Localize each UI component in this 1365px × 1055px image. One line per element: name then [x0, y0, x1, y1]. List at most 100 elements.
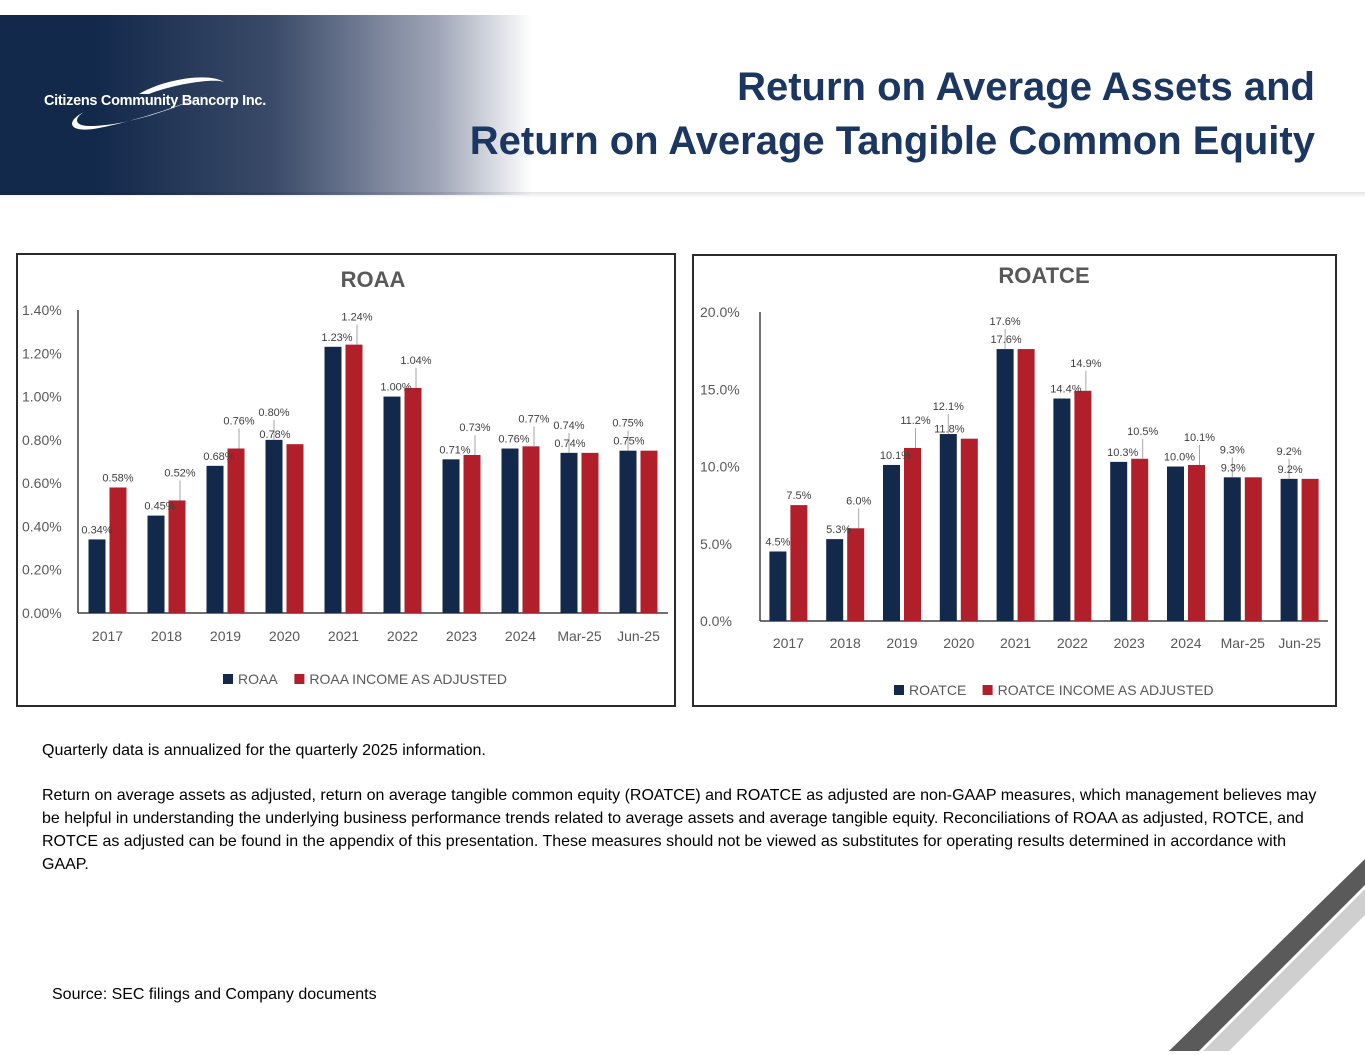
roatce-bar-roatce-income-as-adjusted [790, 505, 808, 621]
roatce-x-tick-label: 2019 [886, 635, 917, 651]
roaa-y-tick-label: 0.20% [22, 562, 62, 578]
roaa-data-label: 0.52% [164, 467, 195, 479]
roaa-x-tick-label: 2024 [505, 628, 536, 644]
roaa-data-label: 0.77% [518, 413, 549, 425]
roatce-x-tick-label: 2018 [830, 635, 861, 651]
roatce-bar-roatce [883, 464, 900, 621]
header-shadow [0, 192, 1365, 198]
roaa-data-label: 0.76% [498, 434, 529, 446]
roatce-bar-roatce [1280, 478, 1298, 621]
title-line-2: Return on Average Tangible Common Equity [469, 119, 1315, 163]
roatce-data-label: 12.1% [933, 401, 964, 413]
company-name: Citizens Community Bancorp Inc. [44, 93, 266, 109]
roatce-data-label: 11.8% [934, 424, 965, 436]
source-note: Source: SEC filings and Company document… [52, 986, 377, 1003]
roaa-bar-roaa-income-as-adjusted [227, 448, 245, 613]
corner-decoration [1165, 855, 1365, 1055]
roatce-x-tick-label: 2024 [1170, 635, 1201, 651]
roaa-data-label: 1.23% [321, 332, 352, 344]
roaa-data-label: 0.78% [259, 429, 290, 441]
roaa-x-tick-label: Jun-25 [617, 628, 660, 644]
roatce-legend-label: ROATCE INCOME AS ADJUSTED [998, 682, 1214, 698]
roaa-data-label: 0.74% [553, 420, 584, 432]
roaa-bar-roaa [442, 459, 460, 613]
roatce-data-label: 14.4% [1050, 384, 1081, 396]
roaa-data-label: 1.00% [380, 382, 411, 394]
roaa-data-label: 0.75% [613, 436, 644, 448]
roaa-x-tick-label: 2017 [92, 628, 123, 644]
roaa-bar-roaa-income-as-adjusted [168, 500, 186, 613]
roaa-y-tick-label: 0.60% [22, 475, 62, 491]
roatce-x-tick-label: Mar-25 [1221, 635, 1266, 651]
footnotes: Quarterly data is annualized for the qua… [42, 739, 1317, 898]
roatce-x-tick-label: 2017 [773, 635, 804, 651]
roaa-data-label: 0.73% [459, 422, 490, 434]
roaa-chart-title: ROAA [341, 267, 406, 292]
roatce-bar-roatce [769, 551, 787, 621]
roatce-bar-roatce [1053, 398, 1071, 621]
roaa-y-tick-label: 0.80% [22, 432, 62, 448]
roatce-data-label: 6.0% [846, 495, 871, 507]
roaa-bar-roaa-income-as-adjusted [463, 455, 481, 613]
roaa-data-label: 0.58% [102, 472, 133, 484]
roaa-data-label: 0.80% [258, 407, 289, 419]
roaa-legend-swatch [294, 674, 305, 684]
roaa-bar-roaa-income-as-adjusted [640, 450, 658, 613]
roatce-bar-roatce-income-as-adjusted [847, 528, 865, 621]
roaa-x-tick-label: 2018 [151, 628, 182, 644]
roaa-legend-label: ROAA INCOME AS ADJUSTED [309, 671, 507, 687]
roatce-x-tick-label: 2022 [1057, 635, 1088, 651]
roatce-data-label: 7.5% [786, 490, 811, 502]
roaa-bar-roaa-income-as-adjusted [522, 446, 540, 613]
roatce-bar-roatce-income-as-adjusted [1244, 477, 1262, 621]
roaa-y-tick-label: 1.00% [22, 389, 62, 405]
roaa-bar-roaa [206, 465, 224, 613]
roaa-x-tick-label: 2021 [328, 628, 359, 644]
roaa-bar-roaa [265, 439, 283, 613]
roatce-data-label: 9.3% [1221, 462, 1246, 474]
roatce-data-label: 9.2% [1278, 464, 1303, 476]
roatce-bar-roatce [1167, 466, 1184, 621]
roatce-data-label: 10.1% [1184, 432, 1215, 444]
roaa-chart-frame: ROAA 0.00% 0.20% 0.40% 0.60% 0.80% 1.00% 1.20% 1… [16, 253, 676, 707]
roatce-legend-label: ROATCE [909, 682, 966, 698]
roatce-y-tick-label: 5.0% [700, 536, 732, 552]
roatce-data-label: 10.3% [1107, 447, 1138, 459]
roaa-bar-roaa-income-as-adjusted [404, 387, 422, 613]
roatce-data-label: 10.5% [1127, 426, 1158, 438]
roaa-chart: ROAA 0.00% 0.20% 0.40% 0.60% 0.80% 1.00% 1.20% 1… [22, 267, 668, 687]
roaa-x-tick-label: 2022 [387, 628, 418, 644]
roatce-data-label: 9.3% [1220, 444, 1245, 456]
roaa-bar-roaa [619, 450, 637, 613]
roaa-data-label: 0.71% [439, 444, 470, 456]
roatce-bar-roatce-income-as-adjusted [1131, 458, 1149, 621]
roatce-bar-roatce [996, 349, 1014, 621]
roatce-y-tick-label: 0.0% [700, 613, 732, 629]
roaa-bar-roaa [501, 448, 519, 613]
roaa-bar-roaa-income-as-adjusted [286, 444, 304, 613]
roatce-data-label: 5.3% [826, 524, 851, 536]
roatce-bar-roatce-income-as-adjusted [1017, 349, 1035, 621]
roatce-x-tick-label: 2023 [1114, 635, 1145, 651]
roatce-bar-roatce [1223, 477, 1241, 621]
roatce-x-tick-label: 2021 [1000, 635, 1031, 651]
roatce-bar-roatce-income-as-adjusted [904, 447, 921, 621]
roatce-bar-roatce-income-as-adjusted [1188, 464, 1205, 621]
roatce-bar-roatce [939, 434, 957, 621]
roaa-x-tick-label: 2019 [210, 628, 241, 644]
roaa-data-label: 0.34% [81, 524, 112, 536]
roatce-data-label: 9.2% [1277, 446, 1302, 458]
roatce-bar-roatce-income-as-adjusted [1074, 390, 1092, 621]
roatce-data-label: 17.6% [989, 316, 1020, 328]
roatce-legend-swatch [982, 685, 993, 695]
roaa-y-tick-label: 0.40% [22, 518, 62, 534]
roaa-bar-roaa [88, 539, 106, 613]
roaa-data-label: 0.68% [203, 451, 234, 463]
roatce-x-tick-label: 2020 [943, 635, 974, 651]
roatce-data-label: 11.2% [900, 415, 931, 427]
footnote-quarterly: Quarterly data is annualized for the qua… [42, 742, 486, 759]
roaa-bar-roaa-income-as-adjusted [109, 487, 127, 613]
roaa-legend-swatch [223, 674, 233, 684]
roatce-data-label: 10.0% [1164, 452, 1195, 464]
roatce-data-label: 4.5% [765, 536, 790, 548]
